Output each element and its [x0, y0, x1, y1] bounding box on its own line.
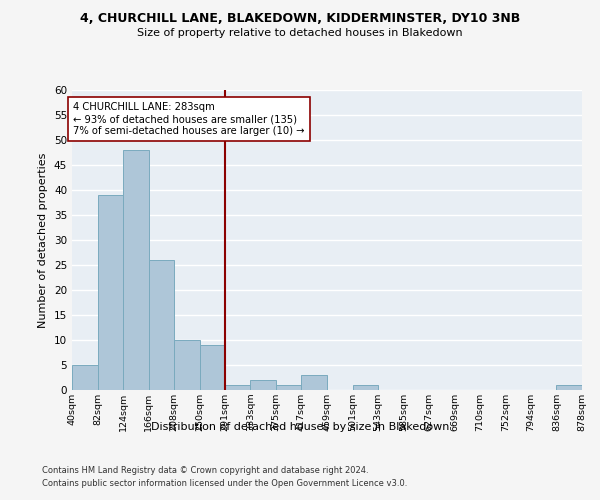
Text: Size of property relative to detached houses in Blakedown: Size of property relative to detached ho…	[137, 28, 463, 38]
Bar	[98, 195, 123, 390]
Bar	[72, 365, 98, 390]
Text: Distribution of detached houses by size in Blakedown: Distribution of detached houses by size …	[151, 422, 449, 432]
Bar	[276, 385, 301, 390]
Bar	[301, 375, 327, 390]
Text: 4, CHURCHILL LANE, BLAKEDOWN, KIDDERMINSTER, DY10 3NB: 4, CHURCHILL LANE, BLAKEDOWN, KIDDERMINS…	[80, 12, 520, 26]
Bar	[123, 150, 149, 390]
Bar	[353, 385, 378, 390]
Bar	[250, 380, 276, 390]
Bar	[556, 385, 582, 390]
Bar	[225, 385, 250, 390]
Y-axis label: Number of detached properties: Number of detached properties	[38, 152, 49, 328]
Bar	[149, 260, 174, 390]
Bar	[200, 345, 225, 390]
Bar	[174, 340, 200, 390]
Text: 4 CHURCHILL LANE: 283sqm
← 93% of detached houses are smaller (135)
7% of semi-d: 4 CHURCHILL LANE: 283sqm ← 93% of detach…	[73, 102, 305, 136]
Text: Contains HM Land Registry data © Crown copyright and database right 2024.: Contains HM Land Registry data © Crown c…	[42, 466, 368, 475]
Text: Contains public sector information licensed under the Open Government Licence v3: Contains public sector information licen…	[42, 479, 407, 488]
